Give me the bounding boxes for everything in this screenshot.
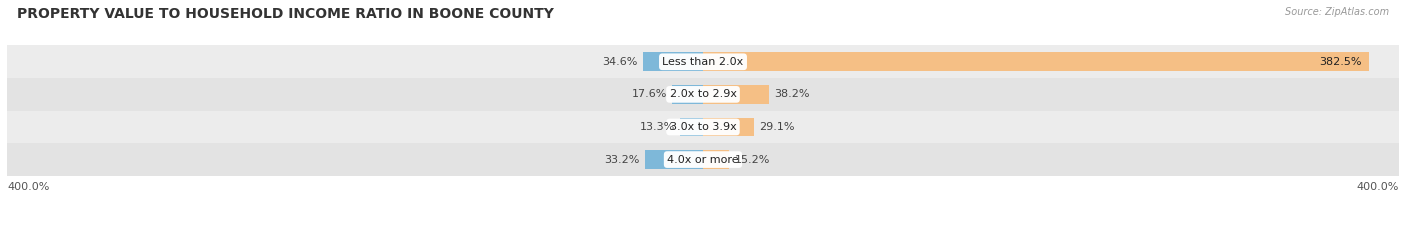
Text: 17.6%: 17.6% [631, 89, 668, 99]
Text: 2.0x to 2.9x: 2.0x to 2.9x [669, 89, 737, 99]
Text: 15.2%: 15.2% [735, 154, 770, 164]
Text: Source: ZipAtlas.com: Source: ZipAtlas.com [1285, 7, 1389, 17]
Text: 38.2%: 38.2% [775, 89, 810, 99]
Bar [7, 111, 1399, 143]
Text: PROPERTY VALUE TO HOUSEHOLD INCOME RATIO IN BOONE COUNTY: PROPERTY VALUE TO HOUSEHOLD INCOME RATIO… [17, 7, 554, 21]
Bar [7, 45, 1399, 78]
Text: 382.5%: 382.5% [1319, 57, 1361, 67]
Text: 34.6%: 34.6% [602, 57, 637, 67]
Text: 400.0%: 400.0% [7, 182, 49, 192]
Bar [672, 85, 703, 104]
Text: 400.0%: 400.0% [1357, 182, 1399, 192]
Bar [7, 78, 1399, 111]
Bar [7, 143, 1399, 176]
Text: 29.1%: 29.1% [759, 122, 794, 132]
Bar [703, 117, 754, 137]
Bar [643, 52, 703, 71]
Text: 3.0x to 3.9x: 3.0x to 3.9x [669, 122, 737, 132]
Bar [703, 52, 1368, 71]
Text: 13.3%: 13.3% [640, 122, 675, 132]
Bar [645, 150, 703, 169]
Text: 4.0x or more: 4.0x or more [668, 154, 738, 164]
Text: 33.2%: 33.2% [605, 154, 640, 164]
Bar [703, 150, 730, 169]
Text: Less than 2.0x: Less than 2.0x [662, 57, 744, 67]
Bar [703, 85, 769, 104]
Bar [681, 117, 703, 137]
